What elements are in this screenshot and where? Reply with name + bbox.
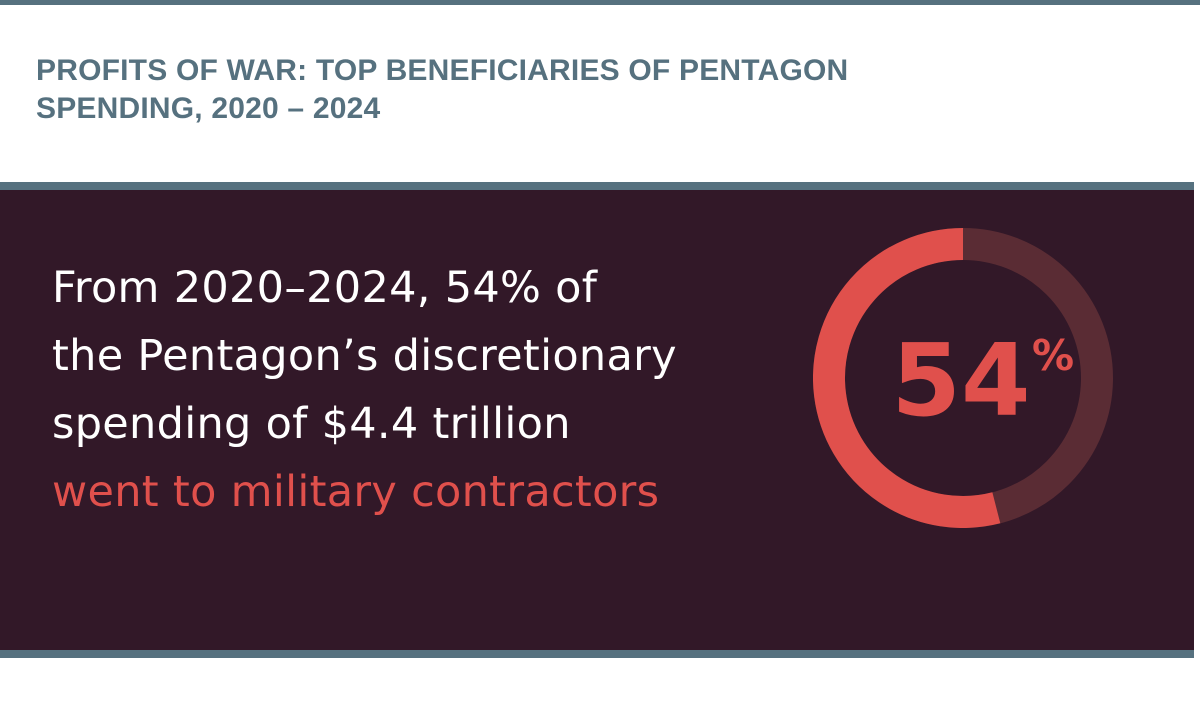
statement-text: From 2020–2024, 54% of the Pentagon’s di… xyxy=(52,254,677,526)
donut-value-label: 54 xyxy=(891,322,1030,439)
donut-percent-sign: % xyxy=(1032,331,1074,380)
statement-highlight: went to military contractors xyxy=(52,467,660,517)
statement-line-2: the Pentagon’s discretionary xyxy=(52,331,677,381)
page-title-line-1: PROFITS OF WAR: TOP BENEFICIARIES OF PEN… xyxy=(36,54,849,87)
donut-value-arc xyxy=(813,228,1001,528)
infographic-panel: From 2020–2024, 54% of the Pentagon’s di… xyxy=(0,182,1194,658)
donut-chart-svg: 54 % xyxy=(813,228,1113,528)
statement-line-3: spending of $4.4 trillion xyxy=(52,399,571,449)
page-title: PROFITS OF WAR: TOP BENEFICIARIES OF PEN… xyxy=(36,52,1036,128)
statement-line-1: From 2020–2024, 54% of xyxy=(52,263,598,313)
donut-chart: 54 % xyxy=(813,228,1113,528)
top-rule xyxy=(0,0,1200,5)
right-edge xyxy=(1194,182,1200,658)
page-title-line-2: SPENDING, 2020 – 2024 xyxy=(36,92,381,125)
